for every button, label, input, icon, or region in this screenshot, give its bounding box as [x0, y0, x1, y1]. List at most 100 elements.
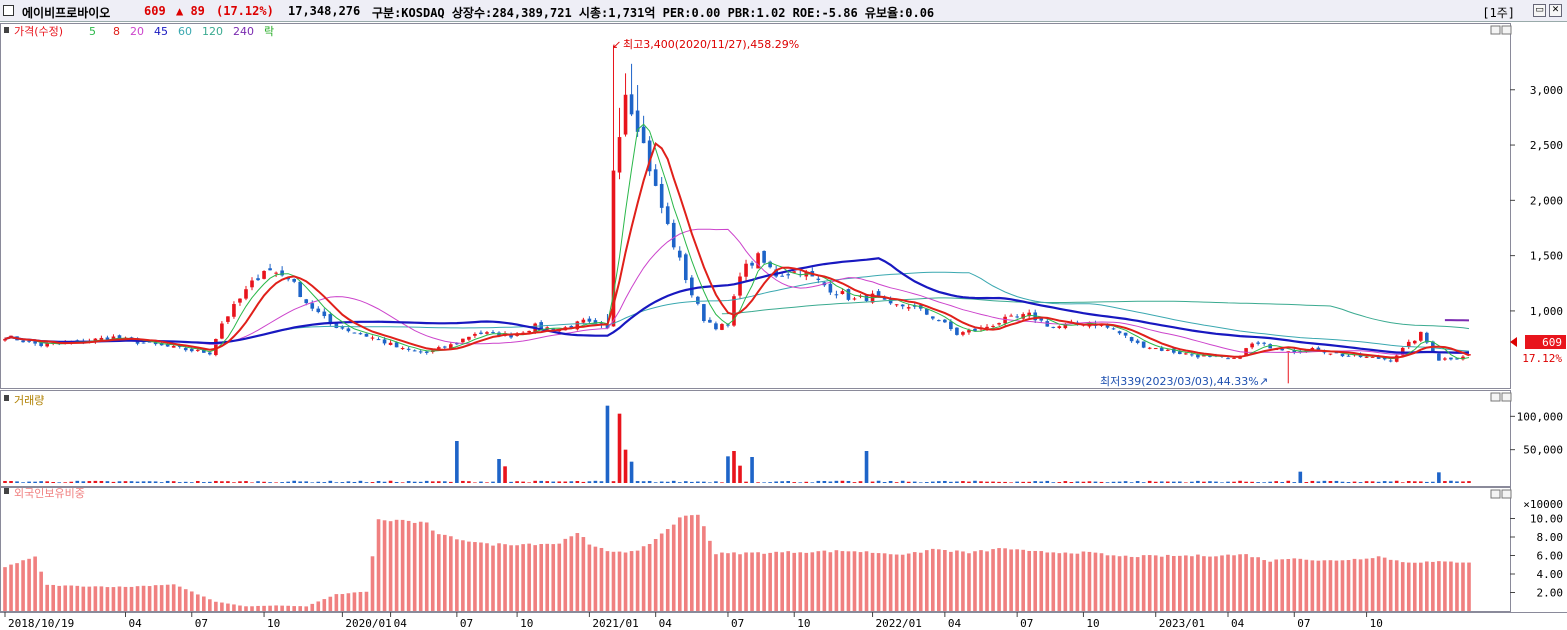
foreign-holding-bar: [617, 551, 622, 611]
volume-bar: [1202, 481, 1206, 483]
volume-bar: [244, 481, 248, 483]
legend-handle[interactable]: [4, 488, 9, 494]
foreign-holding-bar: [286, 605, 290, 611]
foreign-holding-bar: [1021, 549, 1025, 611]
pane-border: [0, 23, 1511, 389]
candle: [1256, 340, 1260, 346]
foreign-holding-bar: [539, 543, 544, 611]
foreign-holding-bar: [1274, 559, 1279, 611]
foreign-holding-bar: [955, 550, 959, 611]
period-selector[interactable]: [1주]: [1482, 6, 1515, 20]
foreign-holding-bar: [394, 519, 399, 611]
volume-tick-label: 100,000: [1517, 410, 1563, 423]
candle-body: [461, 338, 465, 343]
foreign-holding-bar: [406, 520, 411, 611]
foreign-holding-bar: [828, 552, 833, 611]
pane-control-icon: [1501, 25, 1512, 35]
price-tick-label: 1,000: [1530, 305, 1563, 318]
foreign-holding-bar: [605, 551, 610, 611]
foreign-holding-bar: [599, 547, 604, 611]
pane-control-icon: [1490, 392, 1501, 402]
volume-bar: [545, 481, 550, 483]
legend-handle[interactable]: [4, 395, 9, 401]
candle: [623, 73, 628, 137]
minimize-icon[interactable]: ▭: [1533, 4, 1546, 17]
volume-bar: [858, 481, 863, 483]
candle-body: [1123, 332, 1128, 336]
candle-body: [1051, 326, 1056, 328]
candle: [485, 330, 489, 335]
candle-body: [1250, 343, 1254, 348]
candle-body: [1280, 348, 1285, 351]
candle-body: [527, 330, 531, 333]
candle: [1437, 353, 1441, 361]
candle: [1286, 351, 1291, 384]
foreign-holding-bar: [852, 551, 857, 611]
foreign-holding-bar: [635, 550, 640, 611]
candle-body: [195, 349, 200, 351]
candle-body: [250, 280, 254, 288]
close-icon[interactable]: ✕: [1549, 4, 1562, 17]
volume-bar: [1226, 481, 1230, 483]
volume-bar: [75, 480, 80, 483]
candle-body: [955, 327, 959, 335]
foreign-holding-bar: [436, 534, 441, 611]
candle: [708, 317, 712, 323]
pane-control-icon: [1501, 489, 1512, 499]
x-tick-label: 07: [1020, 617, 1033, 630]
candle-body: [1202, 355, 1206, 357]
candle: [641, 115, 646, 144]
foreign-holding-bar: [1370, 558, 1375, 611]
foreign-holding-bar: [503, 544, 507, 611]
candle-body: [220, 323, 224, 339]
candle-body: [671, 222, 676, 248]
legend-handle[interactable]: [4, 27, 9, 33]
x-tick-label: 10: [1370, 617, 1383, 630]
x-tick-label: 07: [460, 617, 473, 630]
volume-bar: [189, 482, 194, 483]
candle-body: [629, 94, 634, 115]
foreign-holding-bar: [804, 552, 809, 611]
candle: [467, 336, 471, 342]
volume-bar: [1370, 481, 1375, 483]
candle-body: [593, 320, 598, 324]
foreign-holding-bar: [328, 596, 333, 611]
volume-bar: [382, 481, 387, 483]
candle-body: [1105, 324, 1110, 328]
volume-bar: [376, 481, 381, 483]
candle-body: [1340, 353, 1345, 357]
x-tick-label: 2018/10/19: [8, 617, 74, 630]
candle: [924, 308, 929, 316]
foreign-holding-bar: [461, 540, 465, 611]
candle-body: [690, 277, 694, 296]
foreign-holding-bar: [1262, 560, 1266, 611]
foreign-holding-bar: [1135, 557, 1140, 611]
candle-body: [442, 346, 447, 348]
candle: [1418, 331, 1423, 343]
candle-body: [924, 308, 929, 315]
volume-bar: [955, 481, 959, 483]
candle: [262, 270, 266, 280]
candle-body: [238, 298, 242, 303]
candle-body: [846, 289, 851, 300]
foreign-holding-bar: [63, 585, 68, 611]
volume-bar: [195, 480, 200, 483]
volume-bar: [346, 481, 351, 483]
candle-body: [708, 319, 712, 323]
candle: [141, 342, 146, 344]
volume-bar: [214, 480, 218, 483]
candle-body: [967, 330, 971, 333]
foreign-holding-bar: [1202, 556, 1206, 611]
volume-bar: [81, 481, 86, 483]
trade-volume: 17,348,276: [288, 4, 361, 18]
select-checkbox[interactable]: [3, 5, 14, 16]
candle-body: [1232, 357, 1236, 359]
foreign-holding-bar: [683, 515, 688, 611]
volume-bar: [159, 482, 164, 483]
candle: [1159, 345, 1164, 352]
foreign-holding-bar: [147, 586, 152, 611]
foreign-holding-bar: [1298, 558, 1303, 611]
volume-bar: [1045, 480, 1050, 483]
foreign-holding-bar: [33, 556, 37, 611]
candle-body: [153, 342, 158, 345]
